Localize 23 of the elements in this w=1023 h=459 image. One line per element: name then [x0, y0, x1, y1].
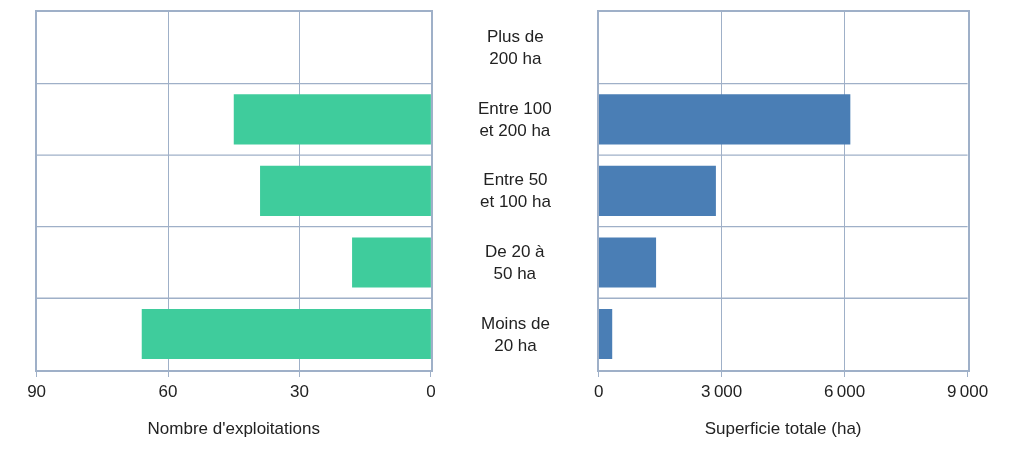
y-tick-label: Plus de 200 ha	[487, 27, 544, 69]
x-tick-label: 0	[426, 381, 436, 401]
bar	[233, 94, 431, 145]
x-tick-label: 3 000	[701, 381, 743, 401]
x-tick-label: 9 000	[946, 381, 989, 401]
x-tick-label: 0	[593, 381, 604, 401]
x-axis-title: Nombre d'exploitations	[147, 418, 320, 438]
y-tick-label: Moins de 20 ha	[481, 314, 550, 356]
bar	[352, 237, 431, 288]
y-tick-label: Entre 100 et 200 ha	[478, 99, 552, 141]
bar	[598, 237, 657, 288]
y-tick-label: Entre 50 et 100 ha	[480, 170, 552, 212]
x-tick-label: 30	[290, 381, 309, 401]
x-tick-label: 60	[158, 381, 178, 401]
x-axis-title: Superficie totale (ha)	[704, 418, 862, 438]
y-tick-label: De 20 à 50 ha	[485, 242, 546, 284]
bar	[598, 94, 851, 145]
bar	[260, 165, 431, 216]
x-tick-label: 90	[27, 381, 47, 401]
x-tick-label: 6 000	[823, 381, 866, 401]
bar	[598, 165, 716, 216]
bar	[141, 308, 431, 360]
bar	[598, 308, 613, 360]
